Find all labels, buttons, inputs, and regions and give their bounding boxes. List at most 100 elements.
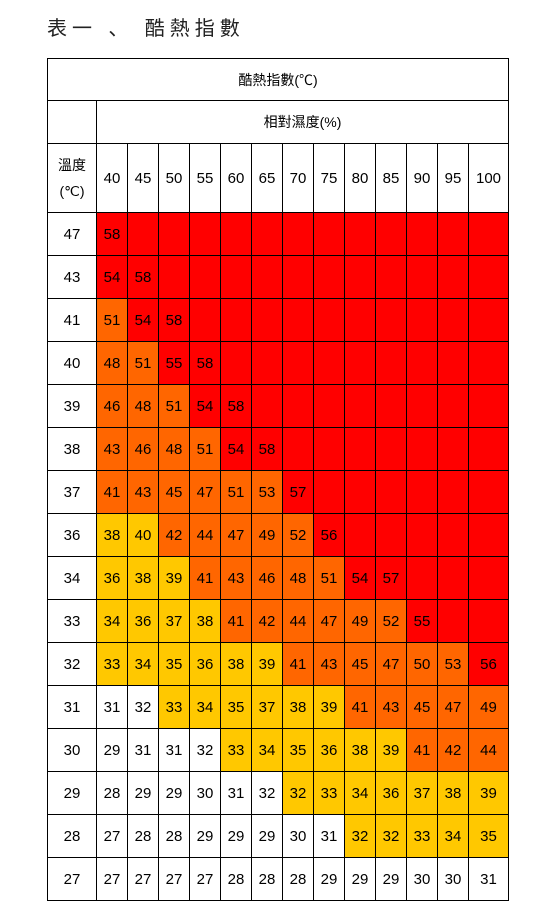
heat-index-cell: 38 bbox=[344, 728, 376, 772]
heat-index-cell bbox=[158, 255, 190, 299]
heat-index-cell bbox=[406, 556, 438, 600]
heat-index-cell: 54 bbox=[189, 384, 221, 428]
heat-index-cell: 31 bbox=[158, 728, 190, 772]
heat-index-cell: 41 bbox=[96, 470, 128, 514]
heat-index-cell: 39 bbox=[251, 642, 283, 686]
heat-index-cell: 28 bbox=[220, 857, 252, 901]
heat-index-cell: 35 bbox=[468, 814, 509, 858]
heat-index-cell: 29 bbox=[344, 857, 376, 901]
heat-index-cell: 33 bbox=[313, 771, 345, 815]
heat-index-cell: 51 bbox=[127, 341, 159, 385]
heat-index-cell: 45 bbox=[406, 685, 438, 729]
humidity-header-cell: 100 bbox=[468, 143, 509, 213]
heat-index-cell bbox=[313, 255, 345, 299]
table-row: 37 41 43 45 47 51 53 57 bbox=[47, 470, 509, 514]
heat-index-cell: 34 bbox=[437, 814, 469, 858]
heat-index-cell: 55 bbox=[158, 341, 190, 385]
table-row: 47 58 bbox=[47, 212, 509, 256]
table-row: 41 51 54 58 bbox=[47, 298, 509, 342]
heat-index-cell bbox=[189, 298, 221, 342]
heat-index-cell bbox=[282, 298, 314, 342]
table-row: 43 54 58 bbox=[47, 255, 509, 299]
heat-index-cell: 35 bbox=[220, 685, 252, 729]
heat-index-cell: 29 bbox=[127, 771, 159, 815]
heat-index-cell: 28 bbox=[127, 814, 159, 858]
heat-index-cell: 49 bbox=[344, 599, 376, 643]
heat-index-cell: 57 bbox=[282, 470, 314, 514]
temperature-row-label: 29 bbox=[47, 771, 97, 815]
humidity-header-cell: 85 bbox=[375, 143, 407, 213]
heat-index-cell: 58 bbox=[127, 255, 159, 299]
heat-index-cell bbox=[468, 212, 509, 256]
heat-index-cell bbox=[375, 427, 407, 471]
heat-index-cell: 39 bbox=[375, 728, 407, 772]
heat-index-cell bbox=[468, 255, 509, 299]
table-caption: 表一 、 酷熱指數 bbox=[47, 16, 245, 40]
temperature-row-label: 28 bbox=[47, 814, 97, 858]
heat-index-cell bbox=[313, 212, 345, 256]
heat-index-cell bbox=[375, 298, 407, 342]
heat-index-cell bbox=[437, 341, 469, 385]
heat-index-cell bbox=[437, 513, 469, 557]
temperature-label-line1: 溫度 bbox=[58, 157, 86, 173]
heat-index-cell bbox=[251, 298, 283, 342]
heat-index-cell: 51 bbox=[220, 470, 252, 514]
heat-index-cell: 44 bbox=[189, 513, 221, 557]
table-row: 34 36 38 39 41 43 46 48 51 54 57 bbox=[47, 556, 509, 600]
temperature-row-label: 36 bbox=[47, 513, 97, 557]
heat-index-cell: 32 bbox=[127, 685, 159, 729]
heat-index-cell: 51 bbox=[158, 384, 190, 428]
heat-index-cell bbox=[406, 384, 438, 428]
heat-index-cell bbox=[375, 212, 407, 256]
heat-index-cell: 44 bbox=[282, 599, 314, 643]
heat-index-cell bbox=[406, 298, 438, 342]
heat-index-cell bbox=[220, 298, 252, 342]
table-row: 30 29 31 31 32 33 34 35 36 38 39 41 42 44 bbox=[47, 728, 509, 772]
heat-index-cell: 37 bbox=[406, 771, 438, 815]
heat-index-cell: 58 bbox=[220, 384, 252, 428]
heat-index-cell: 31 bbox=[313, 814, 345, 858]
humidity-header-cell: 55 bbox=[189, 143, 221, 213]
heat-index-cell bbox=[375, 513, 407, 557]
heat-index-cell bbox=[437, 298, 469, 342]
heat-index-cell bbox=[468, 470, 509, 514]
heat-index-cell bbox=[344, 470, 376, 514]
heat-index-cell bbox=[375, 255, 407, 299]
heat-index-cell: 40 bbox=[127, 513, 159, 557]
heat-index-cell: 37 bbox=[158, 599, 190, 643]
heat-index-cell bbox=[437, 255, 469, 299]
humidity-header-cell: 60 bbox=[220, 143, 252, 213]
heat-index-cell bbox=[344, 427, 376, 471]
heat-index-cell: 38 bbox=[437, 771, 469, 815]
humidity-header-cell: 40 bbox=[96, 143, 128, 213]
heat-index-cell bbox=[220, 255, 252, 299]
heat-index-cell: 45 bbox=[344, 642, 376, 686]
heat-index-cell: 43 bbox=[96, 427, 128, 471]
heat-index-cell bbox=[375, 341, 407, 385]
heat-index-cell bbox=[344, 255, 376, 299]
humidity-header-cell: 50 bbox=[158, 143, 190, 213]
table-row: 29 28 29 29 30 31 32 32 33 34 36 37 38 39 bbox=[47, 771, 509, 815]
heat-index-cell: 47 bbox=[220, 513, 252, 557]
heat-index-cell bbox=[468, 384, 509, 428]
temperature-row-label: 39 bbox=[47, 384, 97, 428]
heat-index-cell bbox=[468, 556, 509, 600]
heat-index-cell: 29 bbox=[251, 814, 283, 858]
heat-index-cell: 41 bbox=[344, 685, 376, 729]
heat-index-cell: 38 bbox=[220, 642, 252, 686]
heat-index-cell: 58 bbox=[158, 298, 190, 342]
heat-index-cell bbox=[251, 255, 283, 299]
temperature-row-label: 34 bbox=[47, 556, 97, 600]
heat-index-cell: 34 bbox=[189, 685, 221, 729]
heat-index-cell: 32 bbox=[251, 771, 283, 815]
heat-index-cell: 56 bbox=[313, 513, 345, 557]
heat-index-cell: 46 bbox=[251, 556, 283, 600]
heat-index-cell: 46 bbox=[127, 427, 159, 471]
heat-index-cell: 50 bbox=[406, 642, 438, 686]
heat-index-cell bbox=[344, 341, 376, 385]
heat-index-cell: 41 bbox=[406, 728, 438, 772]
heat-index-cell: 51 bbox=[189, 427, 221, 471]
heat-index-cell bbox=[468, 513, 509, 557]
heat-index-cell: 57 bbox=[375, 556, 407, 600]
heat-index-cell: 31 bbox=[220, 771, 252, 815]
